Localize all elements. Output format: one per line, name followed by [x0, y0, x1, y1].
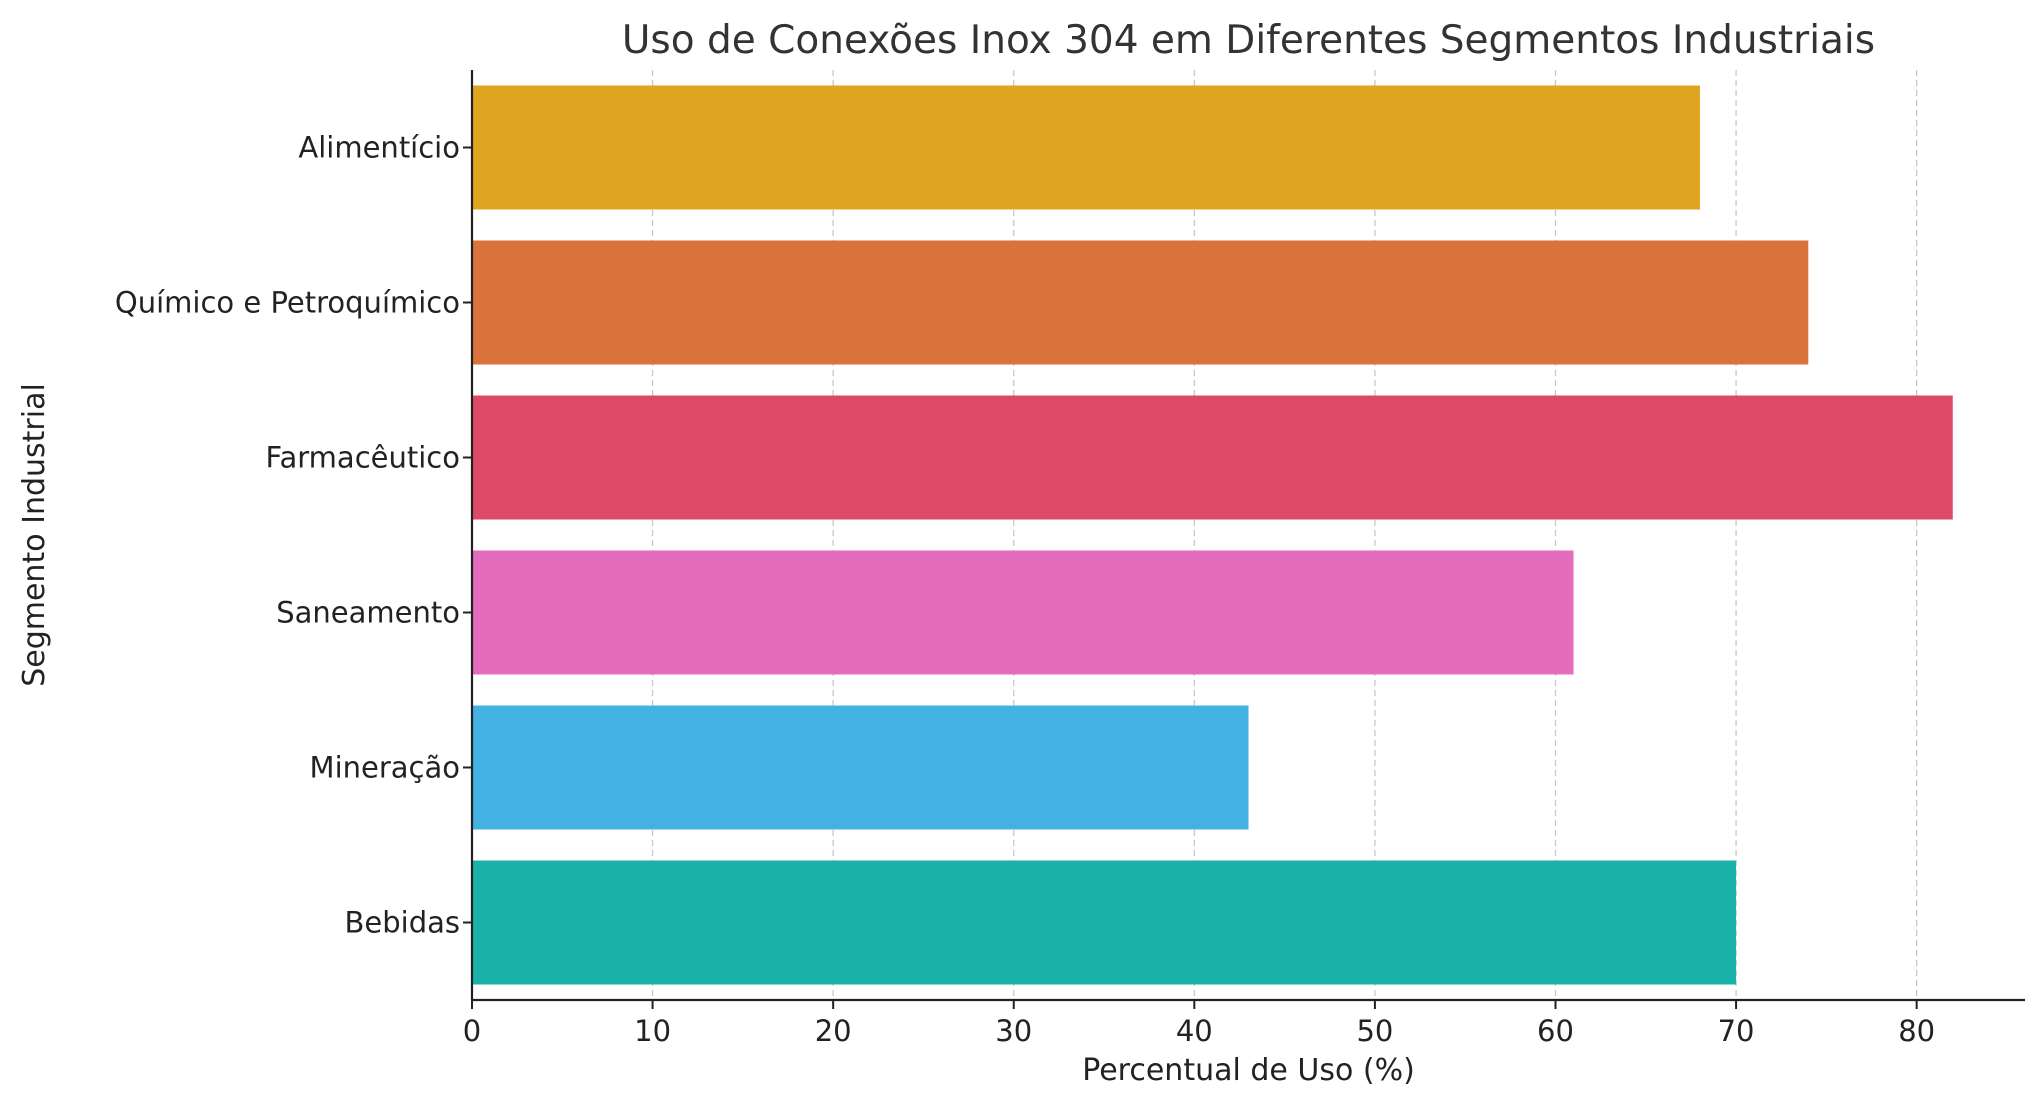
x-tick-label: 80	[1898, 1014, 1935, 1048]
x-tick-label: 0	[463, 1014, 481, 1048]
y-axis-title: Segmento Industrial	[17, 383, 52, 687]
y-tick-label: Farmacêutico	[265, 441, 460, 475]
bar	[472, 705, 1249, 830]
bar	[472, 85, 1700, 210]
x-tick-label: 30	[995, 1014, 1032, 1048]
bar	[472, 550, 1574, 675]
bar	[472, 860, 1737, 985]
x-tick-label: 70	[1718, 1014, 1755, 1048]
y-tick-label: Bebidas	[345, 906, 461, 940]
bars	[472, 85, 1953, 985]
x-tick-label: 50	[1356, 1014, 1393, 1048]
bar	[472, 395, 1953, 520]
y-ticks: Alimentício Químico e Petroquímico Farmacê…	[115, 131, 472, 940]
x-tick-label: 60	[1537, 1014, 1574, 1048]
y-tick-label: Alimentício	[298, 131, 460, 165]
x-ticks: 0 10 20 30 40 50 60 70 80	[463, 1000, 1935, 1048]
x-tick-label: 40	[1176, 1014, 1213, 1048]
x-axis-title: Percentual de Uso (%)	[1082, 1053, 1415, 1088]
axes	[470, 70, 2025, 1002]
bar	[472, 240, 1809, 365]
chart-title: Uso de Conexões Inox 304 em Diferentes S…	[622, 18, 1875, 63]
grid-lines	[651, 70, 1918, 1000]
x-tick-label: 20	[815, 1014, 852, 1048]
y-tick-label: Químico e Petroquímico	[115, 286, 460, 320]
x-tick-label: 10	[634, 1014, 671, 1048]
y-tick-label: Saneamento	[276, 596, 460, 630]
y-tick-label: Mineração	[310, 751, 460, 785]
